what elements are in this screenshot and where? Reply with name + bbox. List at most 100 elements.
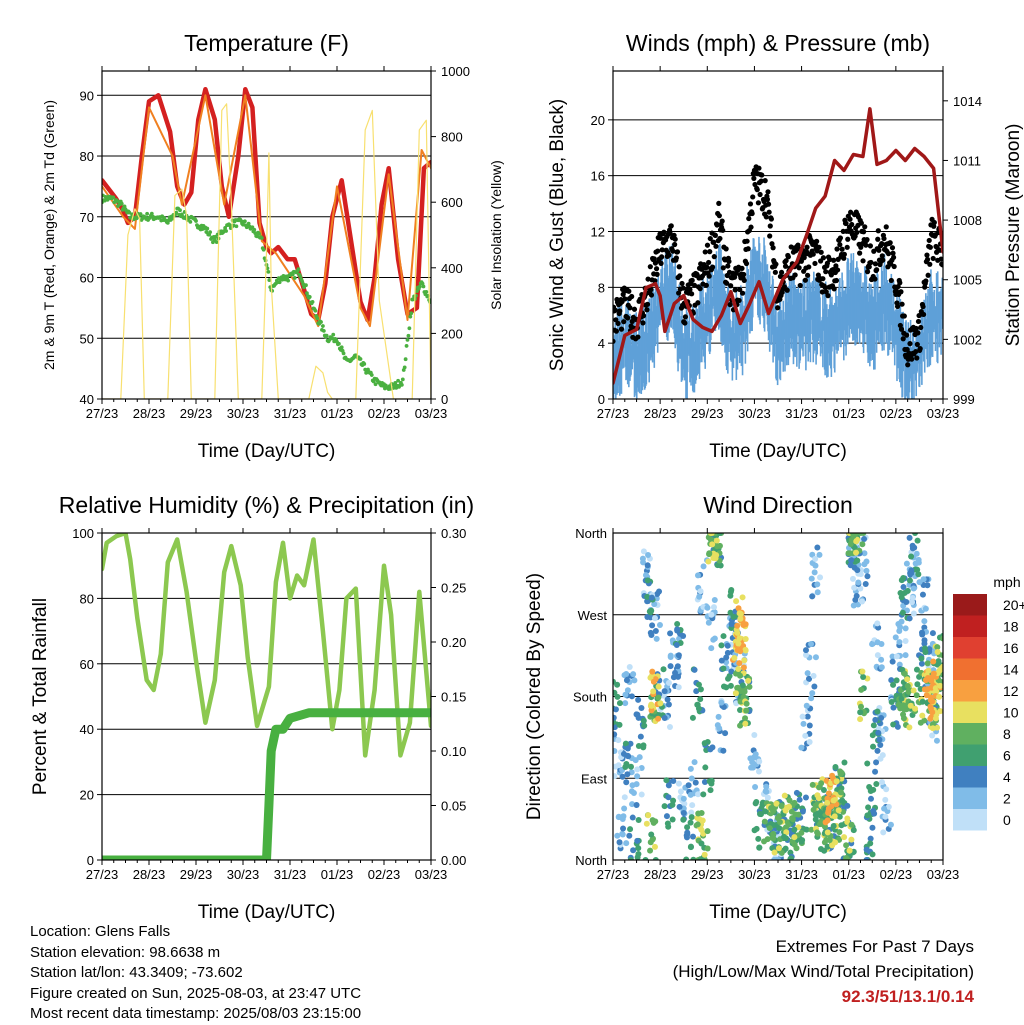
x-tick-label: 01/23	[321, 406, 354, 421]
gust-point	[751, 175, 757, 181]
x-tick-label: 31/23	[274, 867, 307, 882]
gust-point	[854, 229, 860, 236]
direction-point	[929, 725, 936, 732]
direction-point	[888, 699, 895, 706]
direction-point	[850, 827, 857, 834]
gust-point	[668, 223, 674, 229]
gust-point	[755, 200, 761, 206]
gust-point	[818, 249, 824, 255]
direction-point	[814, 581, 821, 588]
direction-point	[806, 739, 813, 746]
direction-point	[814, 589, 821, 596]
y-axis-label: Percent & Total Rainfall	[30, 598, 51, 795]
legend-label: 8	[1003, 726, 1011, 742]
direction-point	[631, 677, 638, 684]
gust-point	[897, 280, 903, 286]
gust-point	[707, 249, 713, 255]
direction-point	[919, 631, 926, 638]
direction-point	[689, 714, 696, 721]
direction-point	[711, 635, 718, 642]
direction-point	[810, 672, 817, 679]
x-tick-label: 28/23	[644, 867, 677, 882]
gust-point	[631, 306, 638, 312]
direction-point	[915, 571, 922, 578]
direction-point	[734, 647, 741, 654]
direction-point	[647, 847, 654, 854]
direction-point	[808, 826, 815, 833]
direction-point	[832, 764, 839, 771]
direction-point	[867, 795, 874, 802]
gust-point	[839, 246, 845, 252]
dewpoint-point	[205, 226, 210, 231]
gust-point	[805, 272, 811, 278]
gust-point	[782, 263, 789, 269]
direction-point	[616, 721, 623, 728]
gust-point	[748, 224, 754, 230]
direction-point	[700, 791, 707, 798]
gust-point	[655, 248, 661, 254]
gust-point	[676, 264, 682, 270]
direction-point	[791, 799, 798, 806]
direction-point	[665, 823, 672, 830]
direction-point	[897, 624, 904, 631]
direction-point	[830, 822, 837, 829]
direction-point	[651, 843, 658, 850]
gust-point	[772, 269, 778, 275]
x-tick-label: 02/23	[880, 406, 913, 421]
direction-point	[921, 645, 928, 652]
direction-point	[940, 635, 943, 642]
direction-point	[642, 572, 649, 579]
dewpoint-point	[402, 365, 407, 370]
direction-point	[635, 714, 642, 721]
gust-point	[672, 241, 678, 248]
dewpoint-point	[224, 229, 228, 233]
gust-point	[844, 244, 850, 250]
direction-point	[689, 802, 696, 809]
direction-point	[863, 857, 870, 860]
direction-point	[737, 722, 744, 729]
x-tick-label: 01/23	[832, 867, 865, 882]
gust-point	[770, 245, 776, 251]
direction-point	[864, 573, 871, 580]
direction-point	[728, 587, 735, 594]
gust-point	[920, 311, 927, 318]
direction-point	[701, 740, 708, 747]
direction-point	[667, 663, 674, 670]
dewpoint-point	[267, 278, 272, 282]
gust-point	[706, 273, 712, 279]
dewpoint-point	[194, 219, 198, 223]
direction-point	[685, 782, 692, 789]
gust-point	[927, 244, 933, 250]
gust-point	[736, 297, 742, 304]
plot-frame	[101, 70, 432, 400]
direction-point	[661, 688, 668, 695]
dewpoint-point	[393, 380, 398, 385]
gust-point	[767, 223, 773, 229]
x-tick-label: 30/23	[738, 867, 771, 882]
direction-point	[661, 715, 668, 722]
direction-point	[890, 704, 897, 711]
dewpoint-point	[404, 344, 409, 348]
x-tick-label: 31/23	[785, 406, 818, 421]
x-tick-label: 02/23	[880, 867, 913, 882]
direction-point	[638, 791, 645, 798]
direction-point	[928, 714, 935, 721]
gust-point	[766, 209, 772, 215]
plot-area	[102, 533, 431, 860]
direction-point	[917, 719, 924, 726]
station-location: Location: Glens Falls	[30, 923, 171, 940]
direction-point	[690, 856, 697, 860]
dewpoint-point	[122, 204, 127, 209]
direction-point	[815, 795, 822, 802]
gust-point	[667, 230, 673, 236]
direction-point	[629, 782, 636, 789]
gust-point	[648, 292, 655, 298]
legend-swatch	[953, 787, 987, 809]
gust-point	[704, 264, 710, 270]
gust-point	[909, 356, 915, 362]
gust-point	[703, 282, 709, 288]
direction-point	[908, 553, 915, 560]
dewpoint-point	[407, 326, 412, 331]
gust-point	[924, 252, 930, 258]
legend-label: 10	[1003, 705, 1019, 721]
